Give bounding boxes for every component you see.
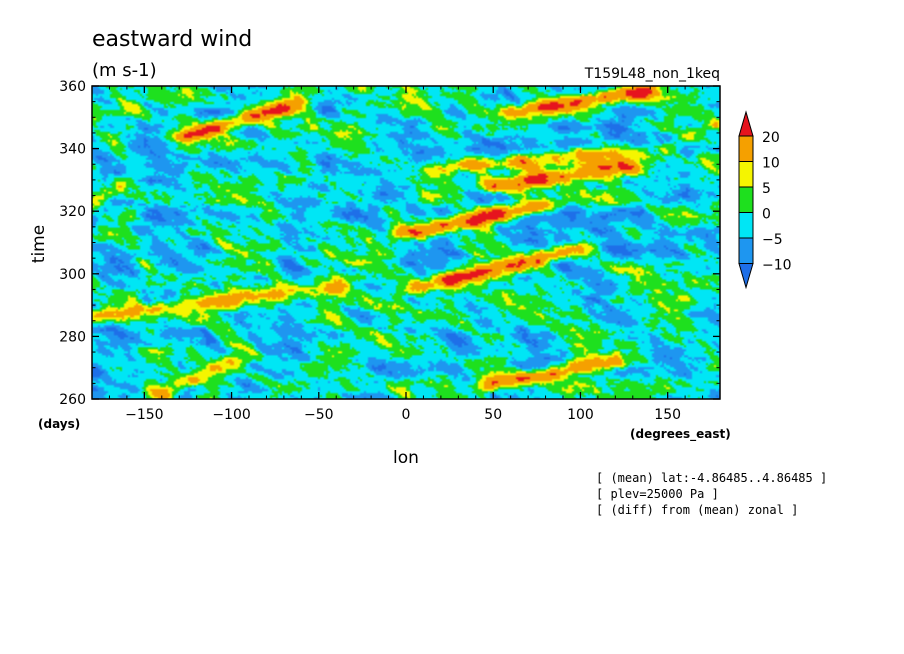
y-tick-label: 320 [59, 204, 86, 220]
y-axis-units: (days) [38, 417, 80, 431]
colorbar-top-arrow [738, 110, 754, 137]
x-tick-label: −50 [304, 407, 334, 423]
y-tick-label: 280 [59, 329, 86, 345]
chart-units: (m s-1) [92, 60, 157, 81]
note-diff: [ (diff) from (mean) zonal ] [596, 503, 799, 517]
colorbar-box [738, 186, 754, 213]
x-tick-label: 50 [484, 407, 502, 423]
colorbar-label: −10 [762, 258, 792, 274]
x-axis-units: (degrees_east) [630, 427, 731, 442]
y-axis-label: time [29, 225, 49, 263]
x-axis: −150 −100 −50 0 50 100 150 [108, 86, 704, 423]
y-tick-label: 260 [59, 392, 86, 408]
colorbar-box [738, 237, 754, 264]
y-tick-label: 340 [59, 142, 86, 158]
x-tick-label: 150 [654, 407, 681, 423]
y-tick-label: 360 [59, 79, 86, 95]
colorbar-label: −5 [762, 232, 783, 248]
x-tick-label: 100 [567, 407, 594, 423]
note-plev: [ plev=25000 Pa ] [596, 487, 719, 501]
chart-title: eastward wind [92, 27, 252, 52]
x-tick-label: −150 [125, 407, 163, 423]
colorbar-box [738, 135, 754, 162]
colorbar-box [738, 161, 754, 188]
colorbar-label: 0 [762, 207, 771, 223]
x-axis-label: lon [393, 448, 419, 468]
note-lat-mean: [ (mean) lat:-4.86485..4.86485 ] [596, 471, 828, 485]
colorbar-bottom-arrow [738, 263, 754, 290]
x-tick-label: 0 [402, 407, 411, 423]
y-tick-label: 300 [59, 267, 86, 283]
run-label: T159L48_non_1keq [584, 66, 720, 82]
colorbar-label: 10 [762, 156, 780, 172]
x-tick-label: −100 [212, 407, 250, 423]
heatmap-field [92, 86, 720, 399]
colorbar: 20 10 5 0 −5 −10 [738, 110, 792, 290]
colorbar-label: 20 [762, 130, 780, 146]
colorbar-label: 5 [762, 181, 771, 197]
colorbar-box [738, 212, 754, 239]
y-axis: 260 280 300 320 340 360 [59, 79, 720, 408]
